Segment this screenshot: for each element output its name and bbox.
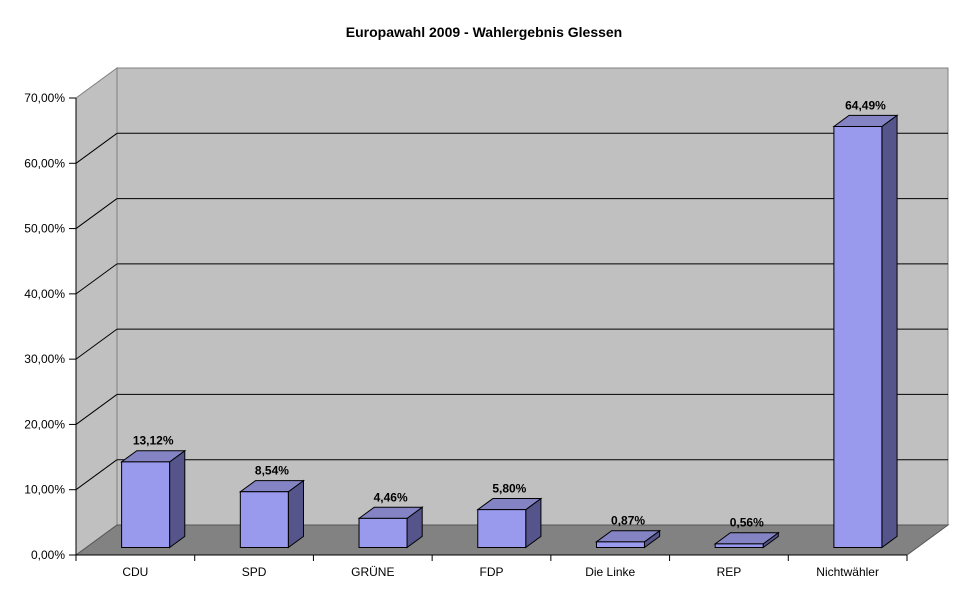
bar-nichtw-hler	[833, 125, 883, 548]
category-label-rep: REP	[717, 565, 742, 579]
bar-side-cdu	[169, 449, 186, 549]
bar-label-spd: 8,54%	[255, 464, 289, 478]
gridline-diagonal-30	[75, 328, 118, 360]
gridline-diagonal-20	[75, 394, 118, 425]
category-label-cdu: CDU	[122, 565, 148, 579]
bar-spd	[239, 491, 289, 548]
y-tick-label-20: 20,00%	[24, 417, 65, 431]
y-tick-label-0: 0,00%	[31, 548, 65, 562]
category-label-spd: SPD	[242, 565, 267, 579]
category-label-nichtw-hler: Nichtwähler	[816, 565, 879, 579]
bar-label-die-linke: 0,87%	[611, 514, 645, 528]
chart-title: Europawahl 2009 - Wahlergebnis Glessen	[345, 24, 623, 40]
category-label-gr-ne: GRÜNE	[351, 565, 394, 579]
left-wall	[75, 67, 118, 556]
y-tick-label-30: 30,00%	[24, 352, 65, 366]
bar-die-linke	[595, 541, 645, 548]
bar-label-fdp: 5,80%	[492, 482, 526, 496]
category-label-die-linke: Die Linke	[585, 565, 635, 579]
category-label-fdp: FDP	[480, 565, 504, 579]
bar-label-nichtw-hler: 64,49%	[845, 98, 886, 112]
gridline-diagonal-10	[75, 459, 118, 491]
bar-label-cdu: 13,12%	[133, 434, 174, 448]
back-wall	[116, 67, 949, 526]
bar-gr-ne	[358, 517, 408, 548]
y-tick-label-70: 70,00%	[24, 91, 65, 105]
bar-label-rep: 0,56%	[730, 516, 764, 530]
bar-fdp	[477, 509, 527, 548]
bar-rep	[714, 543, 764, 548]
bar-label-gr-ne: 4,46%	[374, 490, 408, 504]
y-tick-label-60: 60,00%	[24, 156, 65, 170]
bar-cdu	[121, 461, 171, 548]
y-tick-label-10: 10,00%	[24, 483, 65, 497]
y-tick-label-50: 50,00%	[24, 222, 65, 236]
gridline-diagonal-40	[75, 263, 118, 295]
gridline-diagonal-60	[75, 132, 118, 164]
y-tick-label-40: 40,00%	[24, 287, 65, 301]
bar-side-nichtw-hler	[881, 114, 898, 549]
gridline-diagonal-50	[75, 198, 118, 229]
